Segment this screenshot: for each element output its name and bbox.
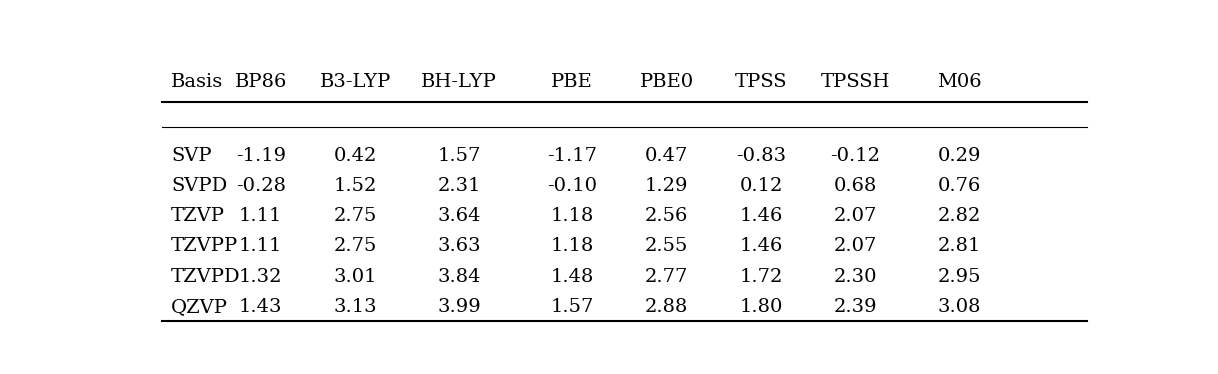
Text: 2.39: 2.39 — [833, 298, 877, 316]
Text: 1.18: 1.18 — [551, 207, 594, 225]
Text: 2.75: 2.75 — [334, 207, 376, 225]
Text: 0.68: 0.68 — [834, 177, 877, 195]
Text: 3.64: 3.64 — [437, 207, 481, 225]
Text: PBE0: PBE0 — [639, 73, 694, 91]
Text: -0.28: -0.28 — [236, 177, 286, 195]
Text: 0.42: 0.42 — [334, 147, 376, 165]
Text: 1.18: 1.18 — [551, 237, 594, 255]
Text: 2.30: 2.30 — [834, 268, 877, 286]
Text: -1.17: -1.17 — [547, 147, 597, 165]
Text: 1.52: 1.52 — [334, 177, 376, 195]
Text: 1.11: 1.11 — [239, 237, 283, 255]
Text: TZVPP: TZVPP — [171, 237, 239, 255]
Text: 1.46: 1.46 — [739, 207, 783, 225]
Text: -0.12: -0.12 — [831, 147, 881, 165]
Text: 2.77: 2.77 — [646, 268, 688, 286]
Text: SVPD: SVPD — [171, 177, 228, 195]
Text: 2.88: 2.88 — [646, 298, 688, 316]
Text: 3.01: 3.01 — [334, 268, 376, 286]
Text: BP86: BP86 — [235, 73, 287, 91]
Text: 1.57: 1.57 — [551, 298, 594, 316]
Text: 1.80: 1.80 — [739, 298, 783, 316]
Text: 2.07: 2.07 — [834, 237, 877, 255]
Text: M06: M06 — [937, 73, 982, 91]
Text: 2.95: 2.95 — [938, 268, 980, 286]
Text: 3.13: 3.13 — [334, 298, 378, 316]
Text: SVP: SVP — [171, 147, 212, 165]
Text: -1.19: -1.19 — [236, 147, 286, 165]
Text: 2.56: 2.56 — [646, 207, 688, 225]
Text: 0.76: 0.76 — [938, 177, 980, 195]
Text: TZVP: TZVP — [171, 207, 225, 225]
Text: 1.11: 1.11 — [239, 207, 283, 225]
Text: 1.48: 1.48 — [551, 268, 594, 286]
Text: 2.75: 2.75 — [334, 237, 376, 255]
Text: 1.43: 1.43 — [239, 298, 283, 316]
Text: 3.08: 3.08 — [938, 298, 980, 316]
Text: QZVP: QZVP — [171, 298, 228, 316]
Text: 2.07: 2.07 — [834, 207, 877, 225]
Text: 1.72: 1.72 — [739, 268, 783, 286]
Text: BH-LYP: BH-LYP — [421, 73, 497, 91]
Text: 2.81: 2.81 — [938, 237, 980, 255]
Text: 0.47: 0.47 — [646, 147, 688, 165]
Text: 1.57: 1.57 — [437, 147, 481, 165]
Text: 0.12: 0.12 — [739, 177, 783, 195]
Text: 3.84: 3.84 — [437, 268, 481, 286]
Text: 0.29: 0.29 — [938, 147, 980, 165]
Text: Basis: Basis — [171, 73, 223, 91]
Text: TPSSH: TPSSH — [821, 73, 890, 91]
Text: TPSS: TPSS — [734, 73, 787, 91]
Text: 1.46: 1.46 — [739, 237, 783, 255]
Text: 1.29: 1.29 — [646, 177, 688, 195]
Text: 1.32: 1.32 — [239, 268, 283, 286]
Text: 2.55: 2.55 — [646, 237, 688, 255]
Text: 2.31: 2.31 — [437, 177, 481, 195]
Text: TZVPD: TZVPD — [171, 268, 241, 286]
Text: PBE: PBE — [552, 73, 593, 91]
Text: -0.83: -0.83 — [736, 147, 786, 165]
Text: -0.10: -0.10 — [547, 177, 597, 195]
Text: B3-LYP: B3-LYP — [319, 73, 391, 91]
Text: 3.63: 3.63 — [437, 237, 481, 255]
Text: 3.99: 3.99 — [437, 298, 481, 316]
Text: 2.82: 2.82 — [938, 207, 980, 225]
